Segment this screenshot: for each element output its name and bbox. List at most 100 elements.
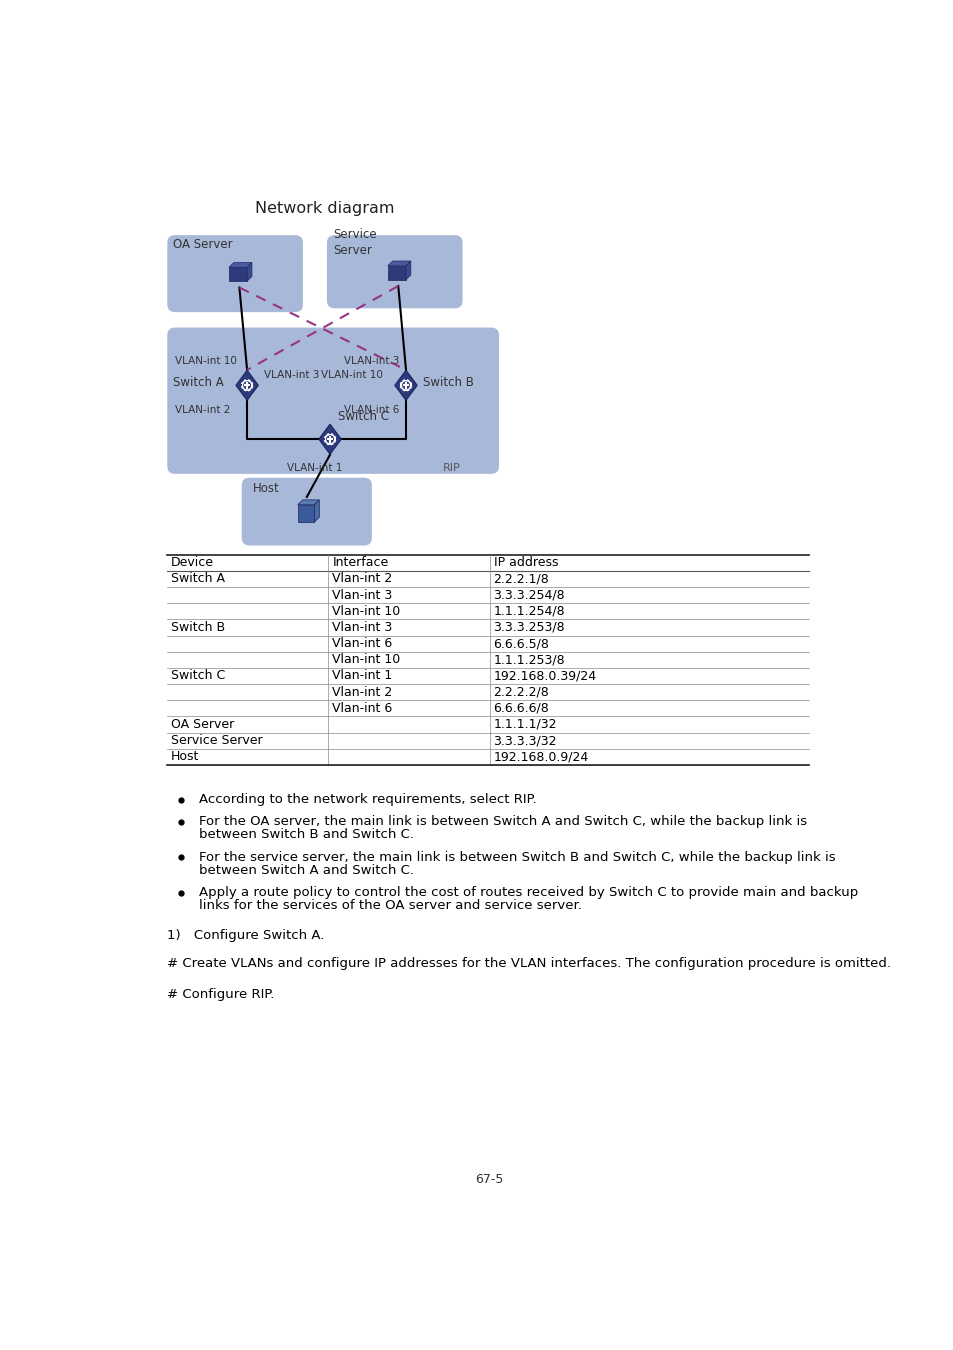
FancyBboxPatch shape xyxy=(241,478,372,545)
Polygon shape xyxy=(247,262,252,281)
Text: between Switch A and Switch C.: between Switch A and Switch C. xyxy=(199,864,414,878)
Text: 3.3.3.3/32: 3.3.3.3/32 xyxy=(493,734,557,747)
Polygon shape xyxy=(246,378,248,379)
FancyBboxPatch shape xyxy=(167,328,498,474)
Polygon shape xyxy=(399,389,402,391)
Circle shape xyxy=(402,382,409,389)
Polygon shape xyxy=(395,370,416,401)
Polygon shape xyxy=(229,262,252,267)
FancyBboxPatch shape xyxy=(167,235,303,312)
Text: Vlan-int 6: Vlan-int 6 xyxy=(332,702,393,714)
Text: VLAN-int 2: VLAN-int 2 xyxy=(174,405,231,414)
Polygon shape xyxy=(297,505,314,522)
Polygon shape xyxy=(239,385,241,386)
Text: 1.1.1.254/8: 1.1.1.254/8 xyxy=(493,605,564,618)
Text: Host: Host xyxy=(253,482,279,495)
Text: According to the network requirements, select RIP.: According to the network requirements, s… xyxy=(199,792,537,806)
Text: 6.6.6.6/8: 6.6.6.6/8 xyxy=(493,702,549,714)
Text: VLAN-int 6: VLAN-int 6 xyxy=(344,405,399,414)
Text: VLAN-int 3: VLAN-int 3 xyxy=(264,370,319,379)
Polygon shape xyxy=(323,433,327,436)
Text: VLAN-int 3: VLAN-int 3 xyxy=(344,355,399,366)
Text: Vlan-int 3: Vlan-int 3 xyxy=(332,589,393,602)
Text: Switch B: Switch B xyxy=(171,621,225,634)
FancyBboxPatch shape xyxy=(327,235,462,308)
Polygon shape xyxy=(387,266,405,279)
Text: Interface: Interface xyxy=(332,556,388,570)
Circle shape xyxy=(327,436,333,443)
Text: 6.6.6.5/8: 6.6.6.5/8 xyxy=(493,637,549,651)
Text: OA Server: OA Server xyxy=(173,238,233,251)
Polygon shape xyxy=(387,261,411,266)
Polygon shape xyxy=(250,379,253,382)
Polygon shape xyxy=(333,443,336,446)
Circle shape xyxy=(400,379,411,390)
Text: Switch A: Switch A xyxy=(173,377,224,390)
Polygon shape xyxy=(329,444,331,447)
Polygon shape xyxy=(329,432,331,433)
Polygon shape xyxy=(253,385,254,386)
Text: Apply a route policy to control the cost of routes received by Switch C to provi: Apply a route policy to control the cost… xyxy=(199,886,858,899)
Text: Vlan-int 10: Vlan-int 10 xyxy=(332,653,400,667)
Polygon shape xyxy=(323,443,327,446)
Text: Service
Server: Service Server xyxy=(333,228,376,258)
Text: 3.3.3.254/8: 3.3.3.254/8 xyxy=(493,589,564,602)
Text: between Switch B and Switch C.: between Switch B and Switch C. xyxy=(199,829,414,841)
Circle shape xyxy=(244,382,250,389)
Polygon shape xyxy=(235,370,258,401)
Text: 2.2.2.1/8: 2.2.2.1/8 xyxy=(493,572,549,586)
Text: Switch C: Switch C xyxy=(171,670,225,683)
Polygon shape xyxy=(240,389,244,391)
Polygon shape xyxy=(397,385,400,386)
Text: RIP: RIP xyxy=(442,463,459,474)
Polygon shape xyxy=(411,385,414,386)
Text: VLAN-int 10: VLAN-int 10 xyxy=(174,355,236,366)
Text: Switch C: Switch C xyxy=(337,409,389,423)
Polygon shape xyxy=(409,389,412,391)
Text: Switch A: Switch A xyxy=(171,572,225,586)
Text: Host: Host xyxy=(171,751,199,763)
Text: Network diagram: Network diagram xyxy=(254,201,394,216)
Text: Service Server: Service Server xyxy=(171,734,262,747)
Text: OA Server: OA Server xyxy=(171,718,234,730)
Text: Vlan-int 2: Vlan-int 2 xyxy=(332,572,393,586)
Polygon shape xyxy=(399,379,402,382)
Polygon shape xyxy=(404,378,407,379)
Text: 192.168.0.39/24: 192.168.0.39/24 xyxy=(493,670,596,683)
Text: 2.2.2.2/8: 2.2.2.2/8 xyxy=(493,686,549,699)
Text: Device: Device xyxy=(171,556,214,570)
Polygon shape xyxy=(322,439,324,440)
Text: Vlan-int 3: Vlan-int 3 xyxy=(332,621,393,634)
Text: Vlan-int 6: Vlan-int 6 xyxy=(332,637,393,651)
Polygon shape xyxy=(409,379,412,382)
Polygon shape xyxy=(250,389,253,391)
Polygon shape xyxy=(335,439,337,440)
Polygon shape xyxy=(297,500,319,505)
Polygon shape xyxy=(240,379,244,382)
Text: Vlan-int 1: Vlan-int 1 xyxy=(332,670,393,683)
Circle shape xyxy=(324,433,335,444)
Polygon shape xyxy=(229,267,247,281)
Text: For the OA server, the main link is between Switch A and Switch C, while the bac: For the OA server, the main link is betw… xyxy=(199,815,806,829)
Polygon shape xyxy=(333,433,336,436)
Polygon shape xyxy=(405,261,411,279)
Text: VLAN-int 10: VLAN-int 10 xyxy=(320,370,382,379)
Text: Switch B: Switch B xyxy=(422,377,474,390)
Text: 192.168.0.9/24: 192.168.0.9/24 xyxy=(493,751,588,763)
Text: VLAN-int 1: VLAN-int 1 xyxy=(287,463,342,474)
Polygon shape xyxy=(246,390,248,393)
Text: 1) Configure Switch A.: 1) Configure Switch A. xyxy=(167,929,324,942)
Polygon shape xyxy=(318,424,341,454)
Text: IP address: IP address xyxy=(493,556,558,570)
Text: For the service server, the main link is between Switch B and Switch C, while th: For the service server, the main link is… xyxy=(199,850,835,864)
Text: 1.1.1.1/32: 1.1.1.1/32 xyxy=(493,718,557,730)
Text: Vlan-int 10: Vlan-int 10 xyxy=(332,605,400,618)
Circle shape xyxy=(241,379,253,390)
Text: # Configure RIP.: # Configure RIP. xyxy=(167,988,274,1002)
Text: links for the services of the OA server and service server.: links for the services of the OA server … xyxy=(199,899,581,913)
Text: 1.1.1.253/8: 1.1.1.253/8 xyxy=(493,653,564,667)
Polygon shape xyxy=(404,390,407,393)
Text: Vlan-int 2: Vlan-int 2 xyxy=(332,686,393,699)
Text: 67-5: 67-5 xyxy=(475,1173,502,1187)
Text: # Create VLANs and configure IP addresses for the VLAN interfaces. The configura: # Create VLANs and configure IP addresse… xyxy=(167,957,890,971)
